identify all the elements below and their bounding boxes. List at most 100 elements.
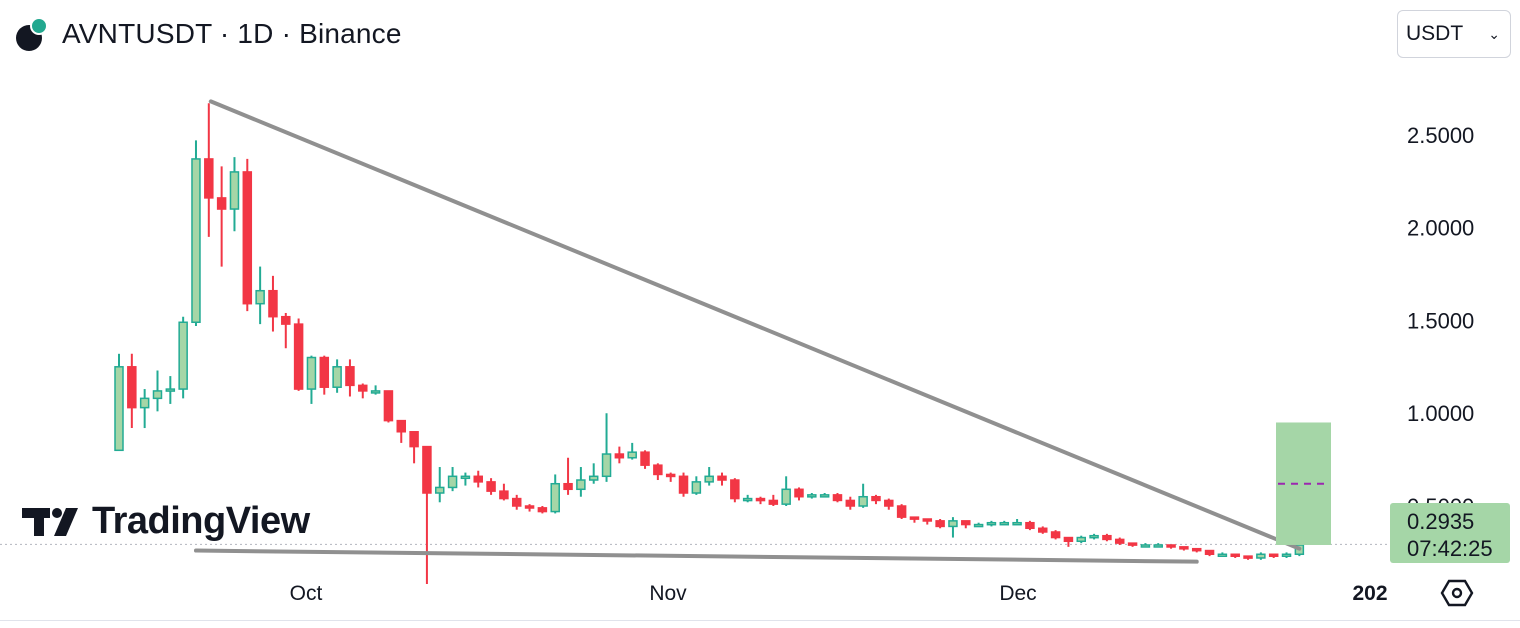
bottom-border [0,620,1520,621]
last-price: 0.2935 [1407,509,1475,534]
candle-body-down [268,289,278,318]
candle [973,522,984,528]
candle-body-up [1089,534,1099,539]
candle [332,359,342,393]
candle-body-up [306,356,317,390]
candle-body-down [1114,538,1125,544]
candle [114,353,124,452]
candle-body-down [281,315,291,325]
candle [794,487,804,501]
candle-body-down [640,451,650,466]
candle [563,457,573,495]
candle-body-down [1025,521,1035,530]
candle-body-down [396,419,407,433]
candle [1191,547,1202,553]
candle [768,494,779,506]
candle-body-up [588,475,599,481]
tradingview-mark-icon [22,507,78,536]
candle [473,470,483,488]
candle-body-down [486,481,496,492]
candle-body-up [1012,521,1022,526]
candle-body-up [435,486,445,494]
gear-hex-icon[interactable] [1440,578,1474,608]
candle-body-up [691,481,702,494]
candle-body-up [255,289,265,305]
candle-body-down [884,499,894,507]
candle-body-up [948,520,958,528]
candle [293,318,304,391]
candle [819,493,830,498]
candle-body-down [358,384,368,392]
candle-body-up [178,321,188,390]
candle [1230,553,1240,558]
candle-body-down [1243,555,1253,559]
candle-body-down [1050,531,1061,539]
candle-body-up [986,521,997,526]
candle-body-up [781,488,791,505]
candle-body-up [858,495,868,507]
candle-body-down [1063,536,1074,543]
candle-body-up [1076,536,1086,543]
candle [358,383,368,399]
candle [499,483,509,501]
candle [576,467,586,497]
candle-body-down [537,507,548,513]
candle-body-down [755,497,766,502]
candle [871,494,881,505]
lower-trendline [193,548,1199,564]
candle [1127,542,1138,547]
candle [961,520,971,529]
candle-body-down [1204,549,1215,556]
candle-body-down [511,497,522,507]
candle-body-up [165,388,176,392]
candle [1050,530,1061,540]
candle [884,498,894,510]
symbol-title[interactable]: AVNTUSDT · 1D · Binance [62,18,402,49]
x-axis-label: Nov [649,582,687,605]
chart-header: AVNTUSDT · 1D · Binance [16,14,402,54]
x-axis-label: Dec [999,582,1036,605]
candle-body-down [204,158,214,199]
y-axis-label: 1.5000 [1407,308,1474,333]
candle-body-up [1256,553,1266,559]
candle [216,166,227,267]
candle-body-up [973,523,984,528]
y-axis-label: 1.0000 [1407,401,1474,426]
candle [383,390,394,423]
candle-body-down [1268,553,1279,558]
candle [242,158,253,312]
candle [1166,544,1176,549]
candle [742,494,753,503]
candle-body-down [563,482,573,491]
chevron-down-icon: ⌄ [1488,25,1500,42]
bar-countdown: 07:42:25 [1407,536,1493,561]
candle-body-up [550,482,560,513]
candle-body-down [896,505,907,518]
currency-value: USDT [1406,22,1464,45]
candle-body-down [1127,542,1138,546]
candle [422,445,432,584]
candle [511,494,522,510]
candle-body-down [935,520,945,528]
candle [524,504,535,512]
candle-body-down [383,390,394,422]
candle-body-down [409,431,419,448]
candle [460,472,471,486]
candle-body-down [794,488,804,498]
candle-body-up [1217,553,1228,558]
candle-body-down [665,473,676,478]
candle-body-down [473,475,483,483]
candle-body-up [139,397,150,409]
candle [845,496,856,510]
candle [896,504,907,519]
candle [909,516,920,523]
candle-body-up [742,497,753,502]
candle-body-down [961,520,971,526]
candle [1012,518,1022,526]
candle-body-up [460,475,471,480]
candle [1179,546,1189,551]
candle [999,520,1010,526]
currency-select[interactable]: USDT ⌄ [1397,10,1511,58]
candle [319,355,330,395]
